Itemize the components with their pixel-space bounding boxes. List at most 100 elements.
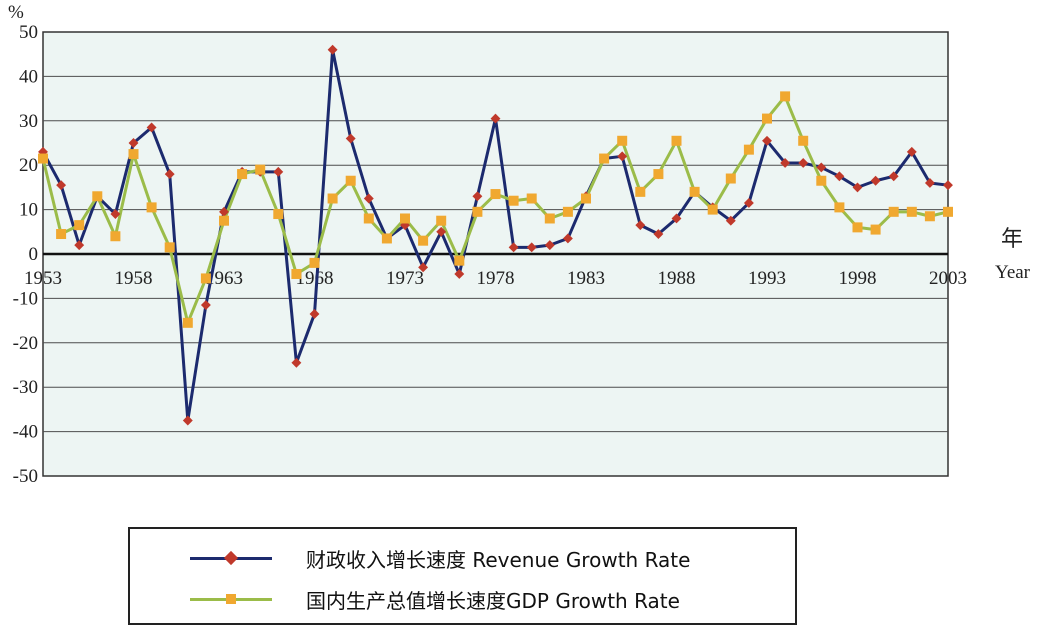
data-point-gdp <box>219 215 229 226</box>
gridlines <box>43 75 948 433</box>
data-point-revenue <box>273 166 284 177</box>
legend-swatch-gdp <box>190 589 272 609</box>
data-point-revenue <box>816 162 827 173</box>
data-point-revenue <box>436 226 447 237</box>
data-point-gdp <box>870 224 881 235</box>
x-tick-label: 1993 <box>748 268 786 289</box>
data-point-gdp <box>762 113 772 124</box>
x-axis-label-cn: 年 <box>1001 227 1023 252</box>
x-tick-label: 1963 <box>205 268 243 289</box>
x-tick-label: 1953 <box>24 268 62 289</box>
data-point-gdp <box>454 255 465 266</box>
data-point-gdp <box>617 135 628 146</box>
data-point-gdp <box>635 186 646 197</box>
data-point-gdp <box>110 231 121 242</box>
data-point-gdp <box>943 206 953 217</box>
x-tick-label: 1958 <box>115 268 153 289</box>
data-point-revenue <box>128 138 139 148</box>
data-point-gdp <box>273 209 284 220</box>
data-point-gdp <box>906 206 917 217</box>
y-tick-label: -30 <box>13 377 38 398</box>
square-marker-icon <box>226 594 236 604</box>
x-tick-label: 1988 <box>658 268 696 289</box>
data-point-revenue <box>906 146 917 157</box>
data-point-gdp <box>852 222 863 233</box>
data-point-gdp <box>888 206 899 217</box>
y-tick-label: 30 <box>19 111 38 132</box>
data-point-gdp <box>490 189 501 200</box>
data-point-revenue <box>345 133 356 144</box>
data-point-revenue <box>526 242 537 253</box>
y-tick-label: 0 <box>29 244 39 265</box>
data-point-revenue <box>74 240 85 251</box>
y-tick-label: -10 <box>13 288 38 309</box>
data-point-revenue <box>291 357 302 368</box>
y-axis-unit-label: % <box>8 2 24 23</box>
x-tick-label: 1968 <box>296 268 334 289</box>
data-point-gdp <box>472 206 483 217</box>
data-point-revenue <box>671 213 682 224</box>
data-point-revenue <box>472 191 483 202</box>
data-point-revenue <box>743 197 754 208</box>
data-point-revenue <box>834 171 845 182</box>
legend-item-revenue: 财政收入增长速度 Revenue Growth Rate <box>190 543 690 573</box>
y-tick-label: -50 <box>13 466 38 487</box>
data-point-gdp <box>562 206 573 217</box>
data-point-gdp <box>418 235 429 246</box>
x-tick-label: 2003 <box>929 268 967 289</box>
data-point-revenue <box>943 180 953 191</box>
data-point-gdp <box>653 169 664 180</box>
y-tick-label: 10 <box>19 200 38 221</box>
data-point-gdp <box>924 211 935 222</box>
y-tick-label: 50 <box>19 22 38 43</box>
x-axis-ticks: 1953 1958 1963 1968 1973 1978 1983 1988 1993 1998… <box>24 268 967 289</box>
legend-item-gdp: 国内生产总值增长速度GDP Growth Rate <box>190 584 680 614</box>
x-axis-label-en: Year <box>995 262 1031 283</box>
data-point-revenue <box>182 415 193 426</box>
data-point-gdp <box>798 135 809 146</box>
data-point-gdp <box>400 213 410 224</box>
data-point-revenue <box>653 229 664 239</box>
data-point-revenue <box>617 151 628 162</box>
data-point-gdp <box>671 135 682 146</box>
data-point-revenue <box>870 175 881 186</box>
data-point-revenue <box>363 193 374 204</box>
data-point-gdp <box>200 273 211 284</box>
data-point-gdp <box>436 215 447 226</box>
data-point-gdp <box>327 193 338 204</box>
x-tick-label: 1973 <box>386 268 424 289</box>
data-point-revenue <box>562 233 573 244</box>
data-point-revenue <box>780 158 791 168</box>
data-point-gdp <box>38 153 48 164</box>
y-tick-label: -20 <box>13 333 38 354</box>
data-point-gdp <box>544 213 555 224</box>
data-point-gdp <box>581 193 591 204</box>
data-point-gdp <box>599 153 610 164</box>
data-point-revenue <box>164 169 175 180</box>
data-point-revenue <box>888 171 899 182</box>
data-point-gdp <box>237 169 248 180</box>
data-point-gdp <box>255 164 266 175</box>
data-point-gdp <box>146 202 157 213</box>
data-point-revenue <box>219 206 229 217</box>
data-point-gdp <box>164 242 175 253</box>
data-point-gdp <box>182 317 193 328</box>
data-point-gdp <box>56 229 67 240</box>
data-point-gdp <box>128 149 139 160</box>
data-point-gdp <box>508 195 519 206</box>
legend: 财政收入增长速度 Revenue Growth Rate 国内生产总值增长速度G… <box>128 527 797 625</box>
data-point-gdp <box>743 144 754 155</box>
y-axis-ticks: 50 40 30 20 10 0 -10 -20 -30 -40 -50 <box>13 22 38 487</box>
data-point-revenue <box>309 308 320 319</box>
data-point-revenue <box>544 240 555 251</box>
data-point-gdp <box>291 268 302 279</box>
data-point-gdp <box>834 202 845 213</box>
data-point-revenue <box>454 269 465 279</box>
data-point-gdp <box>780 91 791 102</box>
data-point-gdp <box>74 220 85 231</box>
data-point-revenue <box>200 300 211 311</box>
y-tick-label: 40 <box>19 66 38 87</box>
data-point-gdp <box>92 191 103 202</box>
data-point-gdp <box>526 193 537 204</box>
diamond-marker-icon <box>223 550 239 566</box>
